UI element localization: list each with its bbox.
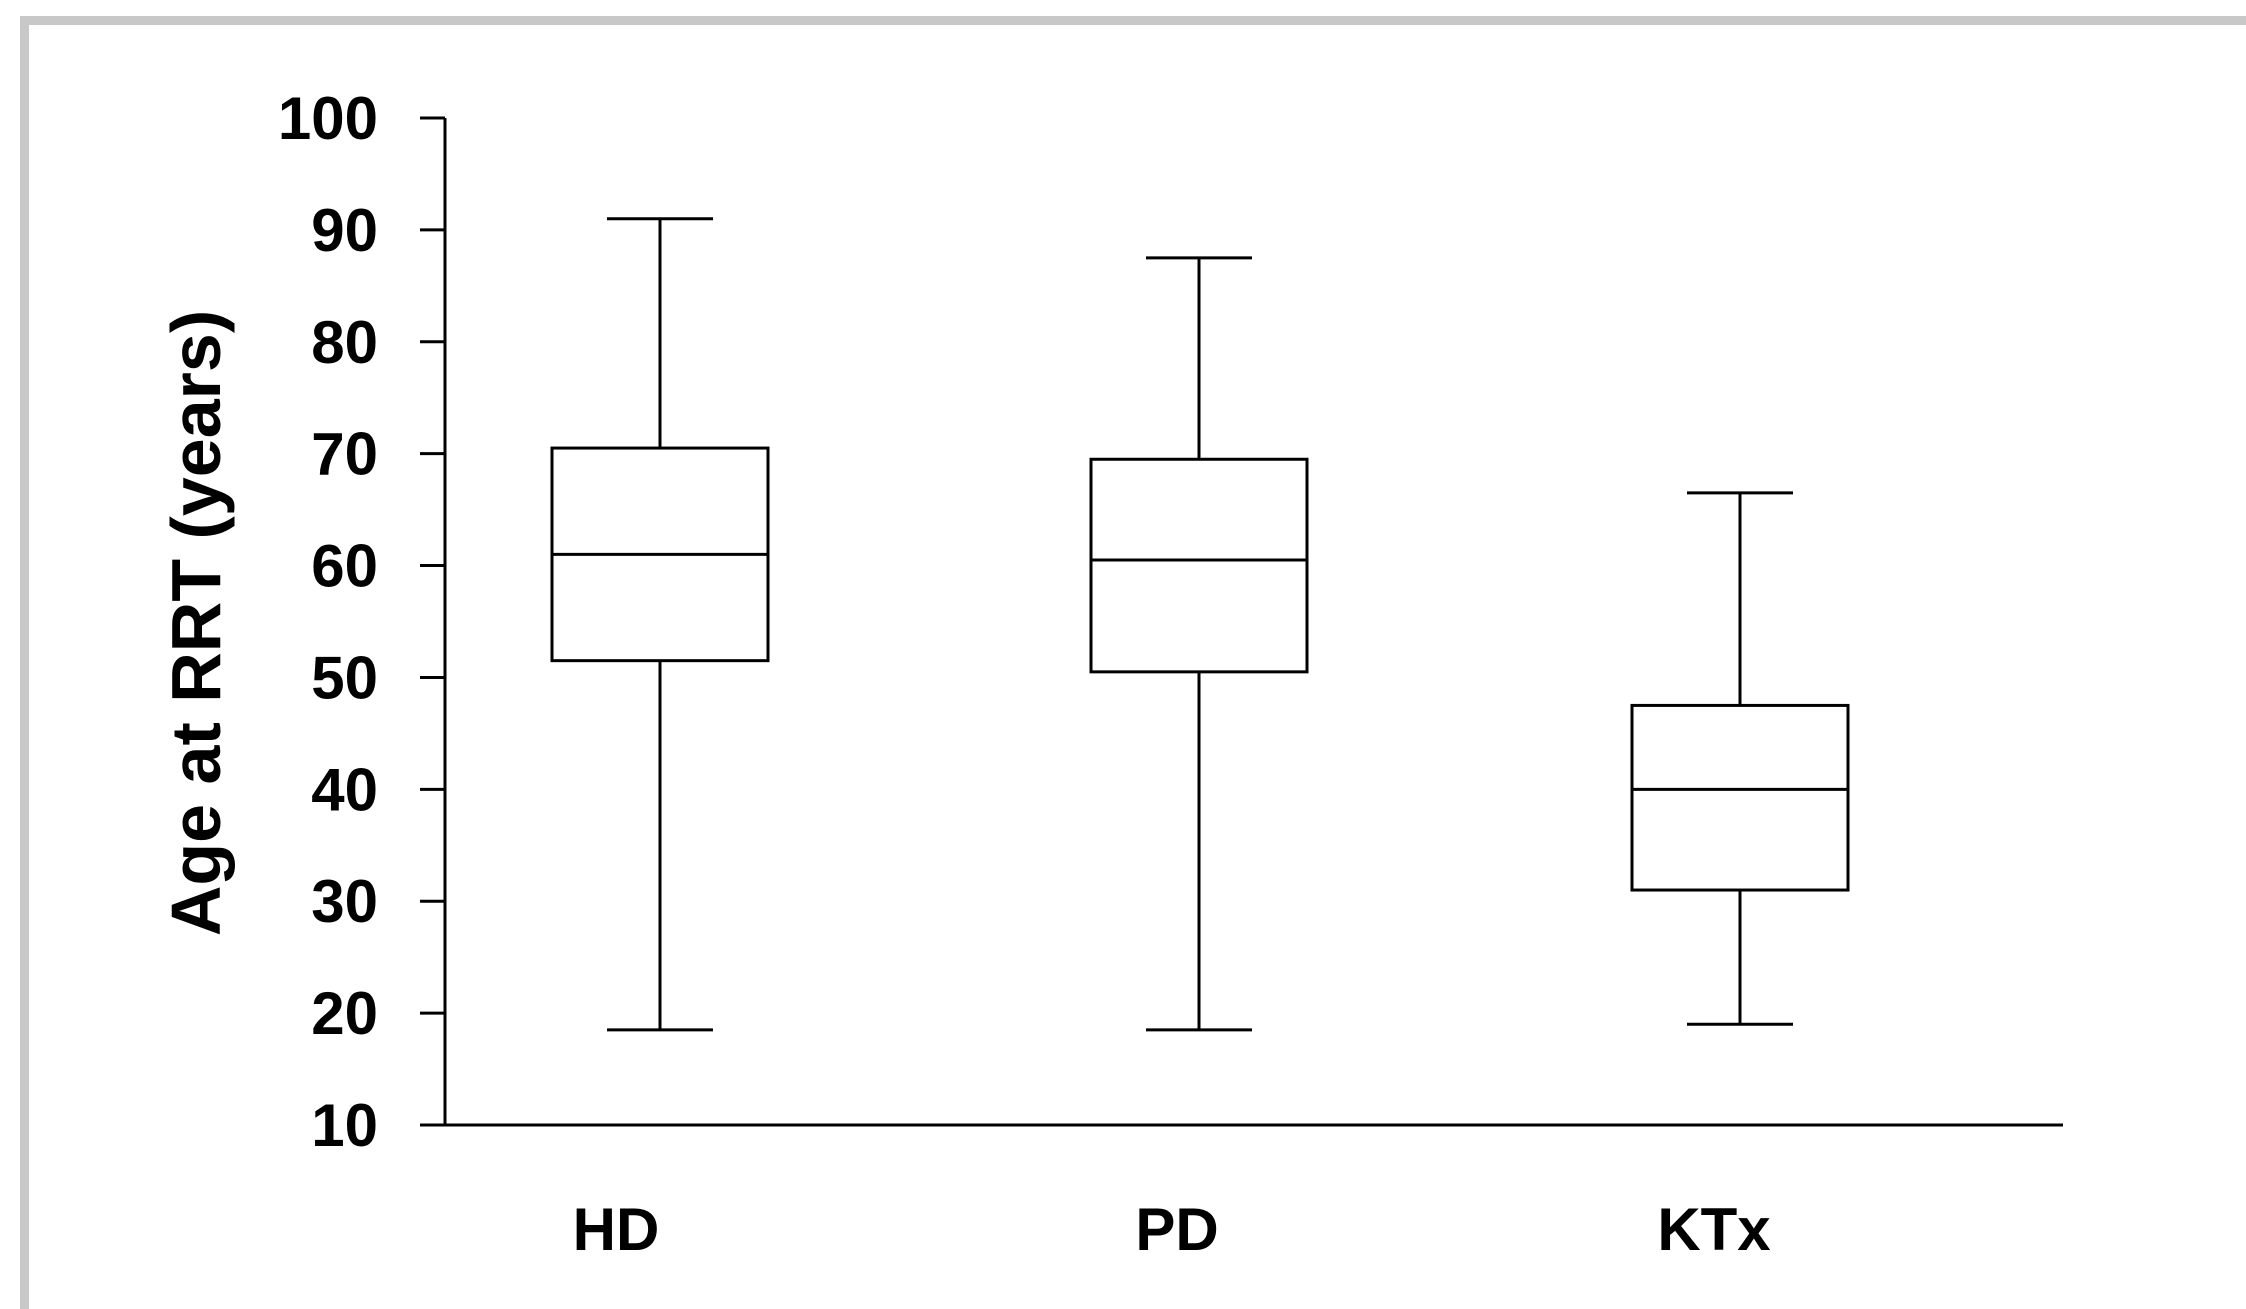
iqr-box bbox=[1089, 457, 1309, 674]
box-ktx bbox=[1630, 491, 1850, 1026]
category-label-pd: PD bbox=[1135, 1196, 1218, 1263]
iqr-box bbox=[1630, 703, 1850, 892]
category-label-hd: HD bbox=[573, 1196, 660, 1263]
y-tick-label: 80 bbox=[311, 309, 378, 376]
boxes bbox=[550, 217, 1850, 1032]
y-tick-label: 10 bbox=[311, 1092, 378, 1159]
y-ticks: 10 20 30 40 50 60 70 80 90 100 bbox=[278, 85, 445, 1159]
y-tick-label: 50 bbox=[311, 644, 378, 711]
box-hd bbox=[550, 217, 770, 1032]
category-label-ktx: KTx bbox=[1657, 1196, 1770, 1263]
y-tick-label: 70 bbox=[311, 421, 378, 488]
y-tick-label: 60 bbox=[311, 533, 378, 600]
category-labels: HD PD KTx bbox=[573, 1196, 1771, 1263]
y-tick-label: 30 bbox=[311, 868, 378, 935]
box-pd bbox=[1089, 256, 1309, 1032]
y-tick-label: 40 bbox=[311, 756, 378, 823]
y-tick-label: 100 bbox=[278, 85, 378, 152]
y-tick-label: 90 bbox=[311, 197, 378, 264]
y-tick-label: 20 bbox=[311, 980, 378, 1047]
y-axis-title: Age at RRT (years) bbox=[157, 310, 235, 936]
